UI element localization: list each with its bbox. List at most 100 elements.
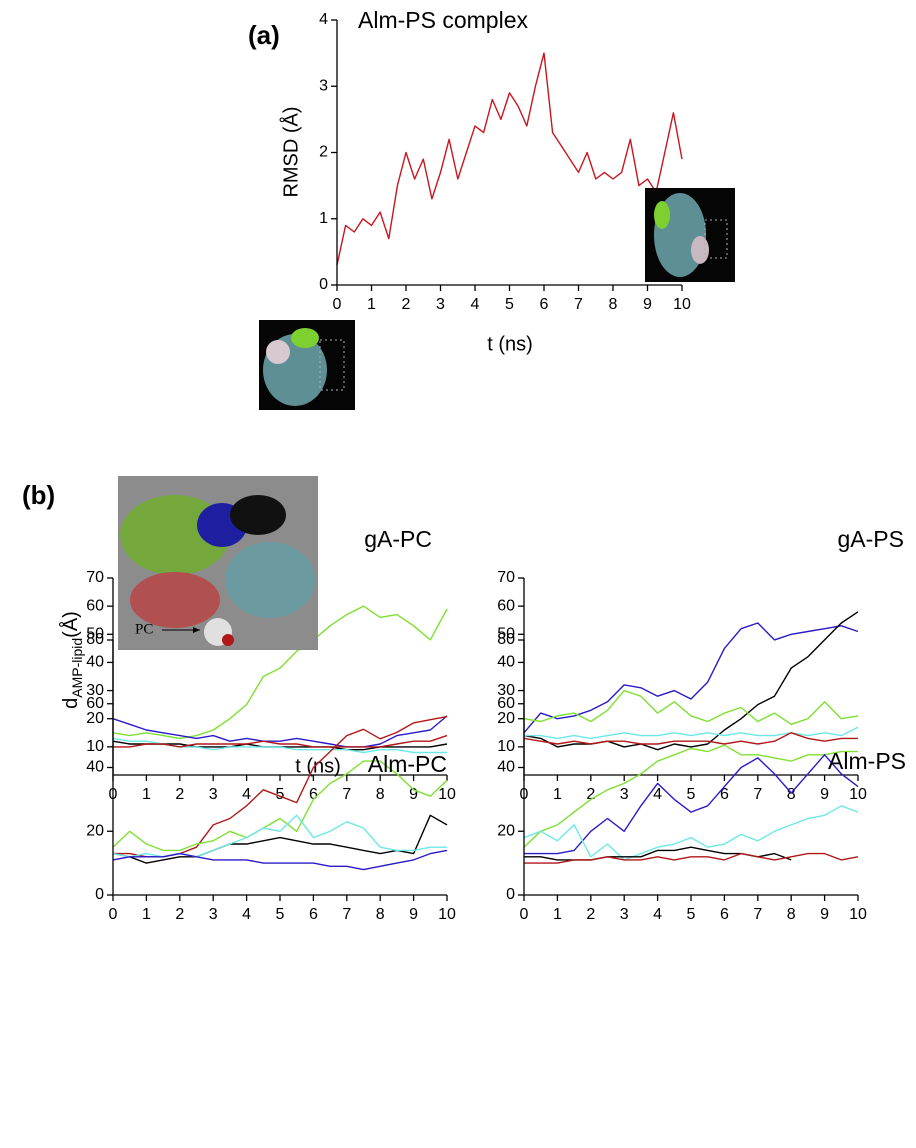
x-tick-label: 2: [586, 906, 595, 923]
x-tick-label: 0: [520, 906, 529, 923]
y-tick-label: 10: [86, 738, 104, 755]
data-line: [112, 814, 448, 864]
y-tick-label: 40: [86, 654, 104, 671]
x-tick-label: 1: [142, 906, 151, 923]
y-tick-label: 0: [95, 886, 104, 903]
y-tick-label: 50: [86, 626, 104, 643]
data-line: [524, 754, 859, 855]
y-tick-label: 2: [319, 144, 328, 161]
x-tick-label: 7: [342, 786, 351, 803]
data-line: [112, 760, 448, 852]
x-tick-label: 3: [620, 786, 629, 803]
y-tick-label: 3: [319, 77, 328, 94]
chart-title: gA-PS: [838, 526, 904, 552]
x-tick-label: 1: [553, 786, 562, 803]
x-tick-label: 6: [720, 906, 729, 923]
x-tick-label: 2: [175, 906, 184, 923]
y-tick-label: 80: [86, 631, 104, 648]
y-tick-label: 60: [497, 695, 515, 712]
x-tick-label: 3: [209, 786, 218, 803]
y-tick-label: 60: [497, 597, 515, 614]
y-tick-label: 60: [86, 597, 104, 614]
y-axis-label-part: (Å): [59, 611, 82, 638]
x-tick-label: 6: [540, 296, 549, 313]
x-tick-label: 8: [787, 786, 796, 803]
x-tick-label: 7: [342, 906, 351, 923]
y-tick-label: 20: [86, 710, 104, 727]
x-tick-label: 6: [309, 786, 318, 803]
y-tick-label: 4: [319, 11, 328, 28]
y-tick-label: 0: [319, 276, 328, 293]
x-tick-label: 6: [720, 786, 729, 803]
inset-image: PC: [118, 476, 318, 650]
data-line: [112, 715, 448, 748]
x-tick-label: 5: [276, 786, 285, 803]
y-tick-label: 20: [497, 822, 515, 839]
data-line: [523, 689, 859, 725]
x-axis-label: t (ns): [295, 755, 341, 777]
y-tick-label: 30: [86, 682, 104, 699]
x-tick-label: 10: [438, 786, 456, 803]
x-tick-label: 5: [687, 786, 696, 803]
data-line: [524, 726, 859, 740]
x-tick-label: 1: [142, 786, 151, 803]
x-tick-label: 7: [574, 296, 583, 313]
x-tick-label: 4: [242, 906, 251, 923]
y-axis-label-sub: AMP-lipid: [69, 638, 85, 698]
data-line: [523, 805, 859, 861]
x-tick-label: 0: [109, 906, 118, 923]
x-tick-label: 9: [409, 906, 418, 923]
x-tick-label: 10: [849, 906, 867, 923]
x-tick-label: 3: [436, 296, 445, 313]
data-line: [112, 740, 448, 751]
x-tick-label: 2: [586, 786, 595, 803]
y-tick-label: 60: [86, 695, 104, 712]
x-tick-label: 2: [175, 786, 184, 803]
data-line: [112, 849, 448, 871]
y-tick-label: 40: [497, 759, 515, 776]
y-tick-label: 40: [86, 759, 104, 776]
panel-label: (b): [22, 480, 55, 510]
y-tick-label: 30: [497, 682, 515, 699]
x-tick-label: 9: [820, 786, 829, 803]
chart-title: Alm-PS complex: [358, 7, 528, 33]
inset-annotation: PC: [135, 621, 153, 637]
x-tick-label: 10: [673, 296, 691, 313]
x-tick-label: 9: [409, 786, 418, 803]
y-tick-label: 0: [506, 886, 515, 903]
x-tick-label: 4: [653, 786, 662, 803]
x-tick-label: 4: [242, 786, 251, 803]
x-tick-label: 1: [553, 906, 562, 923]
chart-title: gA-PC: [364, 526, 432, 552]
x-tick-label: 5: [276, 906, 285, 923]
y-tick-label: 1: [319, 210, 328, 227]
y-tick-label: 70: [497, 569, 515, 586]
x-tick-label: 7: [753, 786, 762, 803]
x-tick-label: 10: [849, 786, 867, 803]
x-tick-label: 7: [753, 906, 762, 923]
x-axis-label: t (ns): [487, 333, 533, 355]
inset-image: [259, 320, 355, 410]
data-line: [336, 52, 683, 266]
chart-title: Alm-PC: [368, 751, 447, 777]
panel-label: (a): [248, 20, 280, 50]
chart-title: Alm-PS: [828, 748, 906, 774]
x-tick-label: 5: [687, 906, 696, 923]
y-tick-label: 80: [497, 631, 515, 648]
x-tick-label: 0: [333, 296, 342, 313]
x-tick-label: 8: [609, 296, 618, 313]
y-tick-label: 20: [86, 822, 104, 839]
y-axis-label: dAMP-lipid(Å): [59, 611, 84, 709]
x-tick-label: 4: [471, 296, 480, 313]
x-tick-label: 6: [309, 906, 318, 923]
data-line: [112, 605, 448, 740]
x-tick-label: 9: [820, 906, 829, 923]
x-tick-label: 3: [620, 906, 629, 923]
data-line: [523, 744, 858, 848]
x-tick-label: 1: [367, 296, 376, 313]
x-tick-label: 8: [787, 906, 796, 923]
y-tick-label: 40: [497, 654, 515, 671]
y-tick-label: 70: [86, 569, 104, 586]
